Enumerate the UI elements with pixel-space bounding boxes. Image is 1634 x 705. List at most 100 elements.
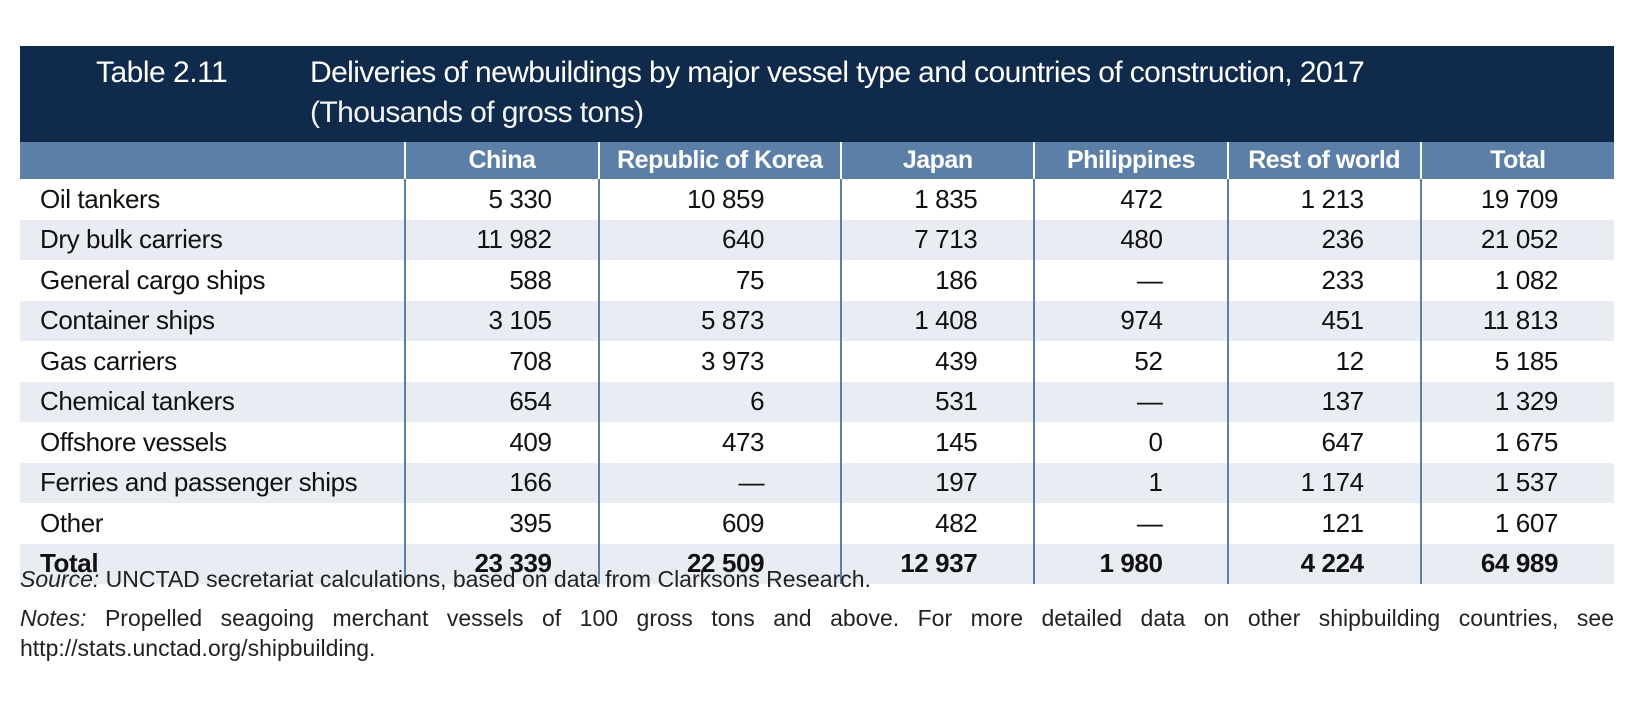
data-table: China Republic of Korea Japan Philippine…: [20, 142, 1614, 584]
notes-text: Propelled seagoing merchant vessels of 1…: [20, 605, 1614, 661]
table-cell: 395: [404, 503, 599, 544]
notes-note: Notes: Propelled seagoing merchant vesse…: [20, 603, 1614, 663]
table-row: Oil tankers 5 330 10 859 1 835 472 1 213 19 70…: [20, 179, 1614, 220]
column-header-philippines: Philippines: [1033, 142, 1228, 179]
table-cell: —: [597, 462, 842, 503]
table-cell: 11 813: [1419, 300, 1614, 341]
table-cell: 22 509: [597, 543, 842, 584]
row-label: Ferries and passenger ships: [20, 462, 406, 503]
table-cell: 3 973: [597, 341, 842, 382]
table-cell: 197: [840, 462, 1035, 503]
column-header-korea: Republic of Korea: [597, 142, 842, 179]
column-header-japan: Japan: [840, 142, 1035, 179]
table-cell: 472: [1033, 179, 1228, 220]
row-label: Container ships: [20, 300, 406, 341]
table-cell: —: [1033, 503, 1228, 544]
table-title-bar: Table 2.11 Deliveries of newbuildings by…: [20, 46, 1614, 142]
table-cell: 1 835: [840, 179, 1035, 220]
table-cell: —: [1033, 381, 1228, 422]
row-label: Dry bulk carriers: [20, 219, 406, 260]
row-label: Offshore vessels: [40, 426, 227, 457]
table-cell: 5 330: [404, 179, 599, 220]
table-cell: 640: [597, 219, 842, 260]
table-cell: 12 937: [840, 543, 1035, 584]
row-label: Chemical tankers: [20, 381, 406, 422]
table-subtitle: (Thousands of gross tons): [310, 96, 644, 129]
table-cell: 482: [840, 503, 1035, 544]
table-cell: 23 339: [404, 543, 599, 584]
table-cell: 409: [404, 422, 599, 463]
table-cell: 647: [1226, 422, 1421, 463]
table-row: Ferries and passenger ships 166—197 1 1 174…: [20, 462, 1614, 503]
table-cell: 1 408: [840, 300, 1035, 341]
table-cell: 1 329: [1419, 381, 1614, 422]
table-cell: 166: [404, 462, 599, 503]
table-cell: 11 982: [404, 219, 599, 260]
column-header-china: China: [404, 142, 599, 179]
table-cell: 708: [404, 341, 599, 382]
table-cell: 974: [1033, 300, 1228, 341]
table-cell: 473: [597, 422, 842, 463]
row-label: Other: [40, 507, 104, 538]
table-cell: 19 709: [1419, 179, 1614, 220]
table-row: Offshore vessels 409 473 145 0 647 1 675: [20, 422, 1614, 463]
table-cell: 1: [1033, 462, 1228, 503]
table-cell: 1 980: [1033, 543, 1228, 584]
table-cell: 121: [1226, 503, 1421, 544]
table-cell: 451: [1226, 300, 1421, 341]
table-cell: 7 713: [840, 219, 1035, 260]
table-cell: 64 989: [1419, 543, 1614, 584]
row-label: General cargo ships: [40, 264, 266, 295]
column-header-rest-of-world: Rest of world: [1226, 142, 1421, 179]
table-cell: 21 052: [1419, 219, 1614, 260]
table-number: Table 2.11: [96, 56, 228, 89]
table-row: General cargo ships 588 75 186—233 1 082: [20, 260, 1614, 301]
table-cell: 137: [1226, 381, 1421, 422]
table-cell: 1 537: [1419, 462, 1614, 503]
table-row: Chemical tankers 654 6 531—137 1 329: [20, 381, 1614, 422]
table-row: Other 395 609 482—121 1 607: [20, 503, 1614, 544]
table-cell: 480: [1033, 219, 1228, 260]
table-cell: 1 213: [1226, 179, 1421, 220]
source-text: UNCTAD secretariat calculations, based o…: [105, 566, 871, 592]
table-cell: 609: [597, 503, 842, 544]
total-row: Total 23 339 22 509 12 937 1 980 4 224 64 989: [20, 543, 1614, 584]
table-cell: 439: [840, 341, 1035, 382]
table-cell: 1 174: [1226, 462, 1421, 503]
table-cell: 1 082: [1419, 260, 1614, 301]
table-cell: 6: [597, 381, 842, 422]
table-cell: 52: [1033, 341, 1228, 382]
table-row: Gas carriers 708 3 973 439 52 12 5 185: [20, 341, 1614, 382]
table-row: Container ships 3 105 5 873 1 408 974 451 11 8…: [20, 300, 1614, 341]
table-cell: 654: [404, 381, 599, 422]
table-title: Deliveries of newbuildings by major vess…: [310, 56, 1365, 89]
column-header-total: Total: [1419, 142, 1614, 179]
table-cell: —: [1033, 260, 1228, 301]
table-cell: 1 675: [1419, 422, 1614, 463]
table-cell: 0: [1033, 422, 1228, 463]
header-row: China Republic of Korea Japan Philippine…: [20, 142, 1614, 179]
table-cell: 10 859: [597, 179, 842, 220]
table-cell: 5 185: [1419, 341, 1614, 382]
table-cell: 233: [1226, 260, 1421, 301]
table-cell: 5 873: [597, 300, 842, 341]
table-row: Dry bulk carriers 11 982 640 7 713 480 236 21 …: [20, 219, 1614, 260]
table-cell: 145: [840, 422, 1035, 463]
column-header: [20, 142, 406, 179]
table-cell: 186: [840, 260, 1035, 301]
table-cell: 4 224: [1226, 543, 1421, 584]
table-cell: 531: [840, 381, 1035, 422]
table-cell: 75: [597, 260, 842, 301]
source-note: Source: UNCTAD secretariat calculations,…: [20, 566, 1614, 593]
table-cell: 3 105: [404, 300, 599, 341]
table-cell: 12: [1226, 341, 1421, 382]
table-cell: 236: [1226, 219, 1421, 260]
table-cell: 588: [404, 260, 599, 301]
row-label: Oil tankers: [40, 183, 160, 214]
source-label: Source:: [20, 566, 100, 592]
table-cell: 1 607: [1419, 503, 1614, 544]
notes-label: Notes:: [20, 605, 87, 631]
table-container: Table 2.11 Deliveries of newbuildings by…: [20, 46, 1614, 584]
row-label: Total: [20, 543, 406, 584]
row-label: Gas carriers: [40, 345, 177, 376]
